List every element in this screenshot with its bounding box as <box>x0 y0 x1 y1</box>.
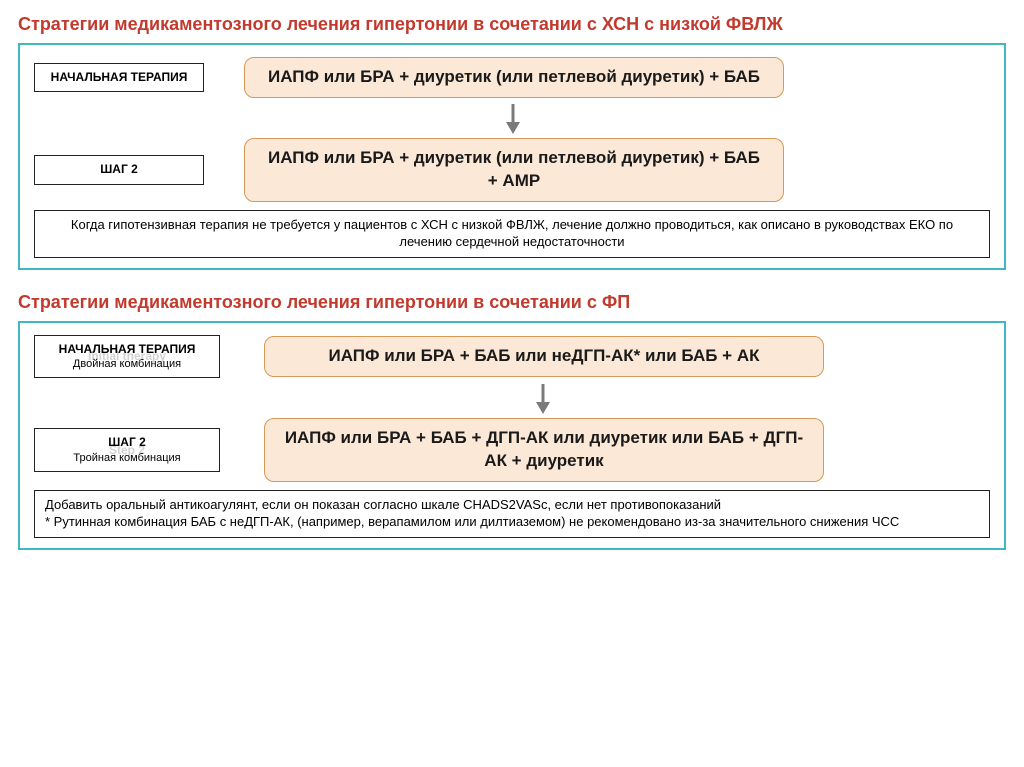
arrow-s2 <box>34 384 990 414</box>
section1-title: Стратегии медикаментозного лечения гипер… <box>18 14 1006 35</box>
step1-label-s2-sub: Двойная комбинация <box>45 357 209 371</box>
step2-label-s1: ШАГ 2 <box>34 155 204 185</box>
step1-label-s2-main: НАЧАЛЬНАЯ ТЕРАПИЯ <box>59 342 196 356</box>
section1-panel: НАЧАЛЬНАЯ ТЕРАПИЯ ИАПФ или БРА + диурети… <box>18 43 1006 270</box>
step2-label-s2-main: ШАГ 2 <box>108 435 146 449</box>
step2-label-s2: Step 2 ШАГ 2 Тройная комбинация <box>34 428 220 472</box>
arrow-s1 <box>34 104 990 134</box>
step1-label-s1: НАЧАЛЬНАЯ ТЕРАПИЯ <box>34 63 204 93</box>
step1-label-s2: Initial therapy НАЧАЛЬНАЯ ТЕРАПИЯ Двойна… <box>34 335 220 379</box>
step2-med-s1: ИАПФ или БРА + диуретик (или петлевой ди… <box>244 138 784 202</box>
step1-med-s2: ИАПФ или БРА + БАБ или неДГП-АК* или БАБ… <box>264 336 824 377</box>
note-s2: Добавить оральный антикоагулянт, если он… <box>34 490 990 538</box>
step2-label-s2-sub: Тройная комбинация <box>45 451 209 465</box>
step2-med-s2: ИАПФ или БРА + БАБ + ДГП-АК или диуретик… <box>264 418 824 482</box>
note-s1: Когда гипотензивная терапия не требуется… <box>34 210 990 258</box>
step1-med-s1: ИАПФ или БРА + диуретик (или петлевой ди… <box>244 57 784 98</box>
section2-title: Стратегии медикаментозного лечения гипер… <box>18 292 1006 313</box>
section2-panel: Initial therapy НАЧАЛЬНАЯ ТЕРАПИЯ Двойна… <box>18 321 1006 551</box>
